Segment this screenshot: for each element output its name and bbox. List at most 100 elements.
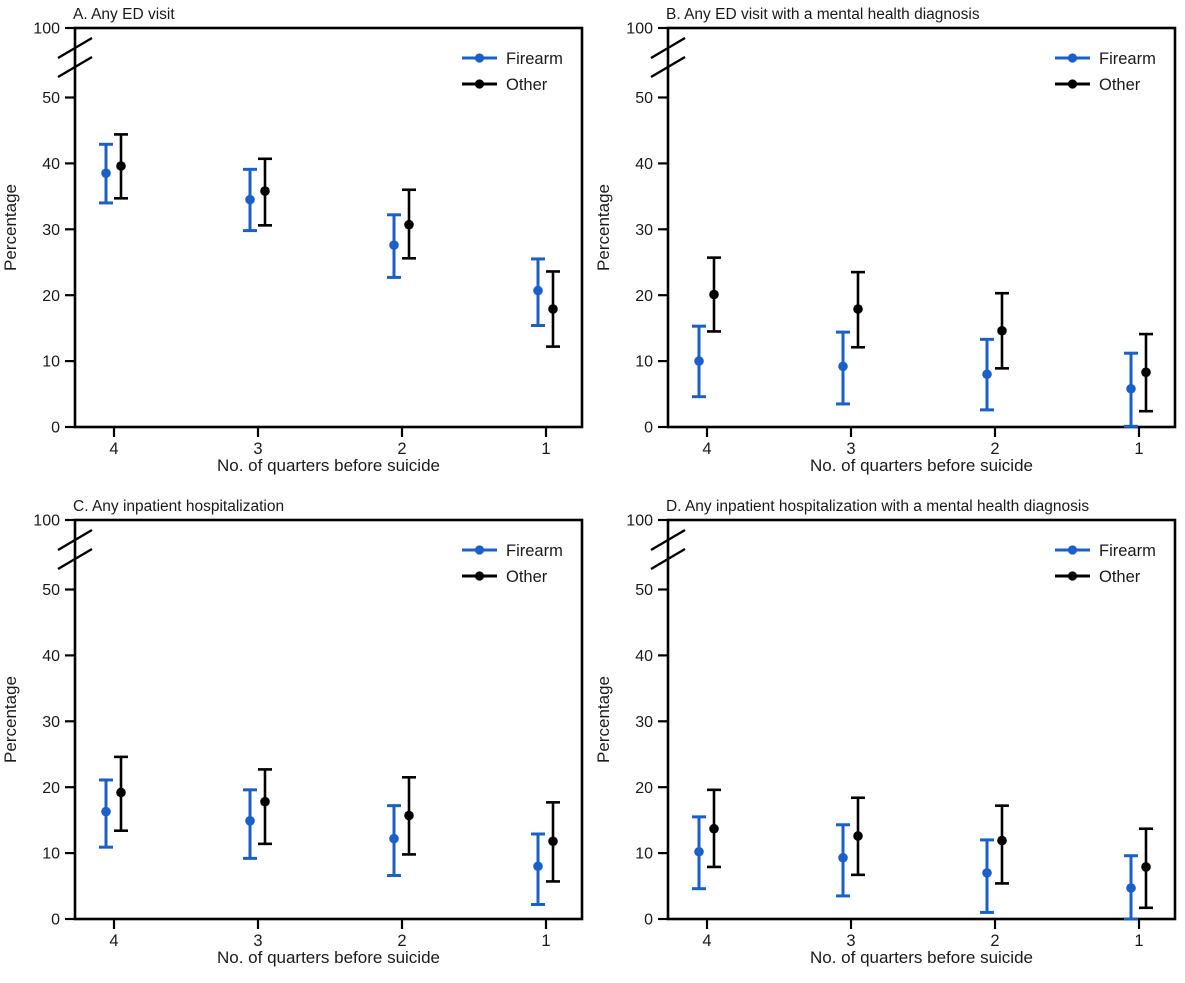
data-point [982,369,992,380]
y-tick-label: 50 [635,582,653,599]
data-point [1141,367,1151,378]
data-point [533,285,543,296]
axis-break-slash [57,528,93,552]
errorbar-firearm-q1 [531,832,545,907]
data-point [853,831,863,841]
legend-marker-dot [1067,53,1078,63]
errorbar-firearm-q4 [692,815,706,891]
x-tick-label: 1 [1134,932,1143,950]
x-tick-label: 2 [990,440,999,458]
data-point [694,846,704,857]
y-axis-label: Percentage [594,184,613,271]
errorbar-other-q4 [707,788,721,869]
y-tick-label: 30 [635,222,653,239]
y-tick-label: 20 [42,288,60,305]
data-point [533,861,543,872]
errorbar-other-q1 [1139,332,1153,413]
x-tick-label: 3 [846,440,855,458]
y-tick-label: 10 [635,354,653,371]
errorbar-firearm-q3 [836,330,850,406]
y-tick-label-100: 100 [33,513,60,530]
panel-title: D. Any inpatient hospitalization with a … [666,498,1089,515]
y-tick-label: 30 [42,714,60,731]
y-tick-label: 10 [635,846,653,863]
data-point [709,289,719,300]
data-point [245,194,255,205]
legend-label: Firearm [506,542,563,560]
x-axis-label: No. of quarters before suicide [810,456,1033,475]
legend-item-firearm: Firearm [462,542,563,560]
panel-title: B. Any ED visit with a mental health dia… [666,6,980,23]
legend-label: Other [506,568,548,586]
x-tick-label: 1 [541,932,550,950]
legend-marker-dot [474,571,485,581]
y-tick-label: 10 [42,354,60,371]
x-tick-label: 1 [1134,440,1143,458]
y-tick-label: 0 [51,912,60,929]
legend-item-other: Other [1055,568,1141,586]
legend-marker-dot [1067,571,1078,581]
y-tick-label-100: 100 [33,21,60,38]
errorbar-firearm-q4 [692,324,706,399]
data-point [260,796,270,807]
data-point [404,810,414,821]
y-tick-label-100: 100 [626,513,653,530]
y-tick-label: 0 [644,420,653,437]
data-point [101,806,111,817]
y-tick-label: 0 [644,912,653,929]
errorbar-other-q1 [546,270,560,348]
errorbar-other-q4 [114,133,128,200]
data-point [838,852,848,863]
plot-frame [73,518,584,921]
legend-label: Other [1099,568,1141,586]
x-tick-label: 3 [846,932,855,950]
x-axis-label: No. of quarters before suicide [217,948,440,967]
x-tick-label: 2 [397,932,406,950]
x-tick-label: 1 [541,440,550,458]
y-tick-label-100: 100 [626,21,653,38]
panel-c: C. Any inpatient hospitalization 0 10 20 30 4… [0,492,592,983]
y-tick-label: 40 [635,156,653,173]
data-point [389,240,399,250]
data-point [101,168,111,179]
errorbar-other-q3 [851,270,865,349]
errorbar-firearm-q1 [1124,351,1138,428]
axis-break-slash [650,528,686,552]
y-tick-label: 30 [635,714,653,731]
y-axis-label: Percentage [1,676,20,763]
y-axis-label: Percentage [594,676,613,763]
y-tick-label: 40 [635,648,653,665]
errorbar-firearm-q2 [980,838,994,914]
y-tick-label: 50 [42,582,60,599]
errorbar-other-q2 [995,291,1009,370]
errorbar-other-q2 [402,776,416,856]
y-tick-label: 0 [51,420,60,437]
axis-break-slash [650,547,686,571]
legend-marker-dot [1067,79,1078,89]
legend-item-other: Other [462,76,548,94]
errorbar-other-q4 [114,755,128,832]
x-tick-label: 2 [990,932,999,950]
data-point [548,304,558,314]
y-tick-label: 30 [42,222,60,239]
y-tick-label: 40 [42,648,60,665]
errorbar-firearm-q1 [531,257,545,328]
panel-c-chart: C. Any inpatient hospitalization 0 10 20 30 4… [1,498,584,967]
y-tick-label: 20 [42,780,60,797]
errorbar-firearm-q4 [99,142,113,205]
legend-label: Firearm [506,50,563,68]
errorbar-other-q3 [851,796,865,877]
errorbar-other-q4 [707,256,721,333]
y-axis-label: Percentage [1,184,20,271]
x-tick-label: 4 [109,932,118,950]
x-tick-label: 3 [253,932,262,950]
axis-break-slash [650,55,686,79]
data-point [245,816,255,826]
x-tick-label: 3 [253,440,262,458]
errorbar-firearm-q3 [243,167,257,233]
data-point [1126,883,1136,893]
errorbar-firearm-q2 [387,804,401,878]
data-point [116,161,126,171]
errorbar-firearm-q2 [980,337,994,412]
plot-frame [73,26,584,429]
